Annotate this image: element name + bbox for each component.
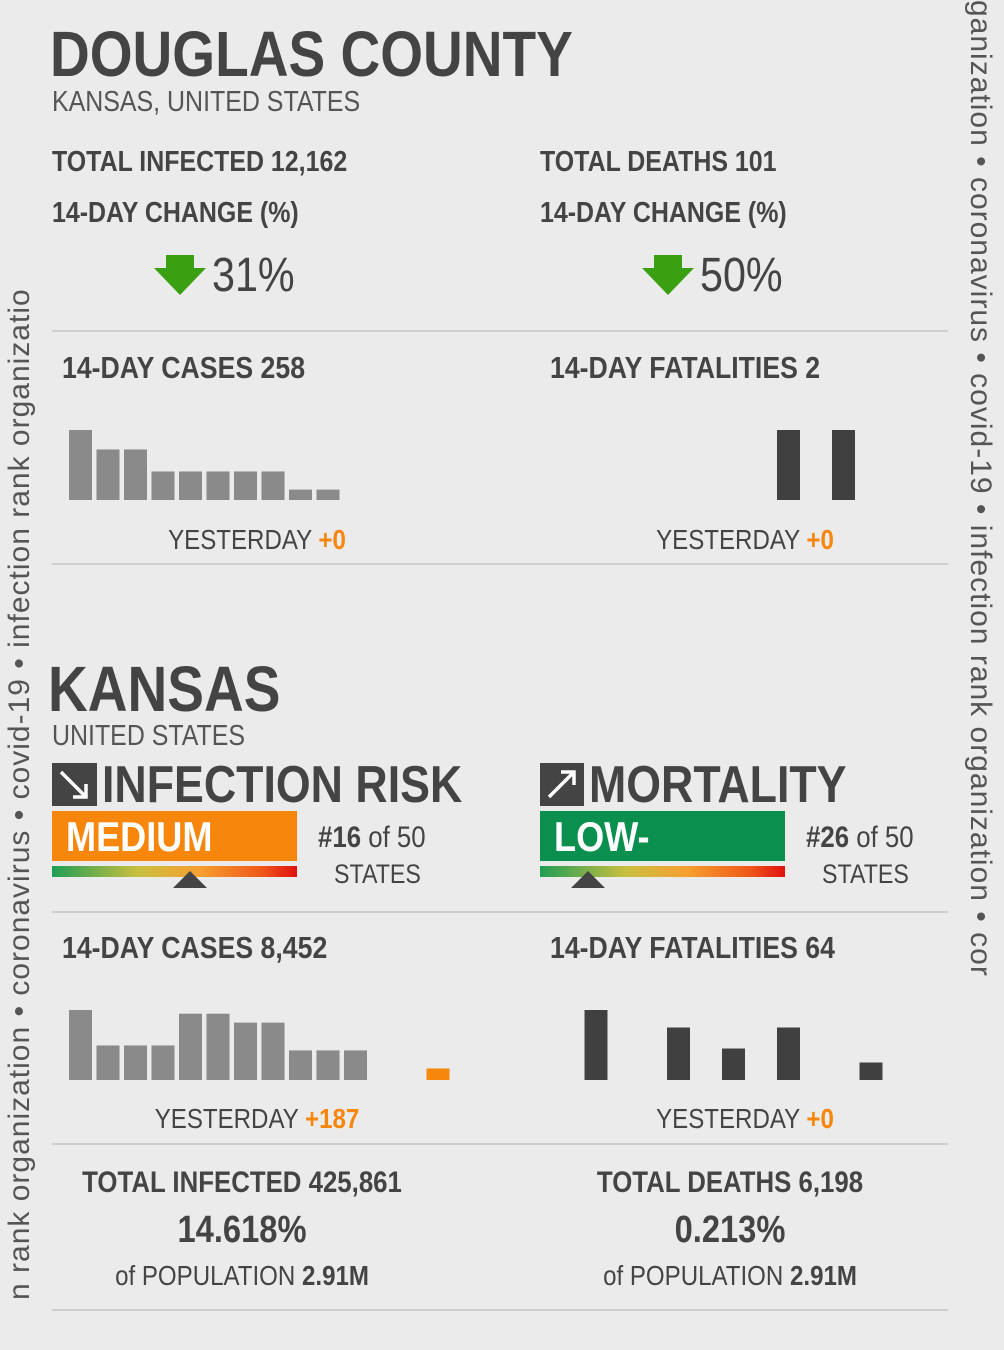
bar: [96, 449, 120, 500]
yesterday-label: YESTERDAY: [168, 524, 312, 555]
mortality-icon-arrow: [547, 770, 576, 799]
county-title: DOUGLAS COUNTY: [50, 18, 573, 90]
yesterday-value: +0: [318, 524, 346, 555]
risk-marker: [173, 871, 207, 888]
state-subtitle: UNITED STATES: [52, 720, 246, 752]
bar: [234, 471, 257, 500]
bar: [96, 1045, 120, 1080]
infected-percent: 14.618%: [177, 1209, 307, 1251]
population: of POPULATION 2.91M: [472, 1262, 988, 1290]
mortality-level-box: [540, 811, 785, 861]
population: of POPULATION 2.91M: [0, 1262, 500, 1290]
bar: [777, 430, 800, 500]
county-deaths: TOTAL DEATHS 101: [540, 146, 777, 178]
change-label: 14-DAY CHANGE (%): [540, 197, 787, 229]
bar: [289, 489, 312, 500]
risk-icon-arrow: [59, 770, 88, 799]
divider: [52, 1309, 948, 1311]
down-arrow: [642, 255, 694, 295]
bar: [206, 471, 230, 500]
county-infected: TOTAL INFECTED 12,162: [52, 146, 348, 178]
chart-title: 14-DAY FATALITIES 64: [550, 930, 835, 965]
bar: [151, 471, 175, 500]
yesterday-value: +0: [806, 524, 834, 555]
deaths-percent: 0.213%: [674, 1209, 786, 1251]
rank: #26: [806, 821, 850, 854]
bar: [124, 1045, 147, 1080]
bar: [261, 1022, 285, 1080]
mortality-scale: [540, 866, 785, 877]
bar: [426, 1068, 450, 1080]
yesterday-value: +0: [806, 1103, 834, 1134]
state-title: KANSAS: [48, 653, 281, 725]
bar: [124, 449, 147, 500]
infected-change: 31%: [212, 249, 295, 302]
bar: [69, 1010, 92, 1080]
population-value: 2.91M: [301, 1260, 369, 1291]
bar: [316, 1050, 340, 1080]
chart-title: 14-DAY CASES 258: [62, 350, 306, 385]
bar: [832, 430, 855, 500]
change-label: 14-DAY CHANGE (%): [52, 197, 299, 229]
population-label: of POPULATION: [115, 1260, 296, 1291]
rank-of: of 50: [856, 821, 914, 854]
bar: [667, 1027, 690, 1080]
chart-title: 14-DAY FATALITIES 2: [550, 350, 821, 385]
bar: [69, 430, 92, 500]
rank-unit: STATES: [334, 859, 421, 889]
county-subtitle: KANSAS, UNITED STATES: [52, 86, 361, 118]
mortality-rank: #26 of 50: [806, 823, 914, 853]
yesterday: YESTERDAY +0: [487, 526, 1003, 554]
bar: [234, 1022, 257, 1080]
yesterday-value: +187: [305, 1103, 360, 1134]
risk-level: MEDIUM: [66, 813, 213, 860]
state-deaths: TOTAL DEATHS 6,198: [596, 1166, 864, 1199]
yesterday-label: YESTERDAY: [656, 1103, 800, 1134]
risk-scale: [52, 866, 297, 877]
population-value: 2.91M: [789, 1260, 857, 1291]
bar: [179, 1013, 202, 1080]
yesterday: YESTERDAY +187: [0, 1105, 515, 1133]
population-label: of POPULATION: [603, 1260, 784, 1291]
bar: [179, 471, 202, 500]
yesterday: YESTERDAY +0: [487, 1105, 1003, 1133]
risk-label: INFECTION RISK: [102, 756, 463, 814]
divider: [52, 563, 948, 565]
yesterday-label: YESTERDAY: [656, 524, 800, 555]
mortality-level: LOW-: [554, 813, 650, 860]
bar: [344, 1050, 367, 1080]
bar: [777, 1027, 800, 1080]
bar: [261, 471, 285, 500]
bar: [289, 1050, 312, 1080]
bar: [206, 1013, 230, 1080]
bar: [859, 1062, 883, 1080]
rank-unit: STATES: [822, 859, 909, 889]
risk-level-box: [52, 811, 297, 861]
rank-of: of 50: [368, 821, 426, 854]
mortality-label: MORTALITY: [589, 756, 847, 814]
bar: [151, 1045, 175, 1080]
divider: [52, 1143, 948, 1145]
bar: [722, 1048, 745, 1080]
down-arrow: [154, 255, 206, 295]
divider: [52, 911, 948, 913]
yesterday-label: YESTERDAY: [154, 1103, 299, 1134]
rank: #16: [318, 821, 362, 854]
yesterday: YESTERDAY +0: [0, 526, 515, 554]
state-infected: TOTAL INFECTED 425,861: [82, 1166, 402, 1199]
bar: [584, 1010, 608, 1080]
risk-rank: #16 of 50: [318, 823, 426, 853]
mortality-marker: [571, 871, 605, 888]
divider: [52, 330, 948, 332]
chart-title: 14-DAY CASES 8,452: [62, 930, 328, 965]
bar: [316, 489, 340, 500]
deaths-change: 50%: [700, 249, 783, 302]
